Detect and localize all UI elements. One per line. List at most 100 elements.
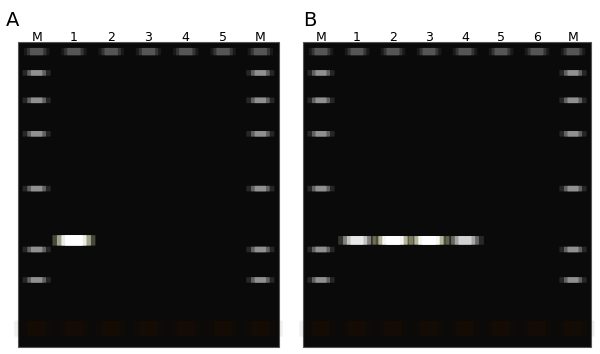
FancyBboxPatch shape — [102, 321, 120, 337]
FancyBboxPatch shape — [455, 48, 475, 55]
FancyBboxPatch shape — [568, 131, 578, 137]
FancyBboxPatch shape — [251, 321, 269, 337]
FancyBboxPatch shape — [568, 98, 578, 103]
Text: 2: 2 — [107, 31, 115, 44]
FancyBboxPatch shape — [312, 277, 330, 283]
FancyBboxPatch shape — [104, 48, 118, 55]
FancyBboxPatch shape — [316, 277, 326, 283]
FancyBboxPatch shape — [247, 98, 274, 103]
Text: 5: 5 — [219, 31, 227, 44]
FancyBboxPatch shape — [530, 48, 544, 55]
FancyBboxPatch shape — [179, 48, 193, 55]
FancyBboxPatch shape — [386, 48, 400, 55]
FancyBboxPatch shape — [247, 70, 274, 76]
FancyBboxPatch shape — [559, 321, 587, 337]
FancyBboxPatch shape — [307, 277, 335, 283]
FancyBboxPatch shape — [254, 186, 266, 192]
FancyBboxPatch shape — [382, 236, 404, 245]
FancyBboxPatch shape — [23, 247, 50, 252]
FancyBboxPatch shape — [247, 186, 274, 192]
Text: 1: 1 — [353, 31, 361, 44]
FancyBboxPatch shape — [254, 48, 267, 55]
FancyBboxPatch shape — [311, 48, 331, 55]
FancyBboxPatch shape — [251, 98, 269, 103]
FancyBboxPatch shape — [27, 48, 46, 55]
FancyBboxPatch shape — [446, 236, 484, 245]
FancyBboxPatch shape — [248, 48, 273, 55]
FancyBboxPatch shape — [566, 48, 580, 55]
FancyBboxPatch shape — [31, 277, 43, 283]
FancyBboxPatch shape — [492, 321, 510, 337]
FancyBboxPatch shape — [523, 321, 551, 337]
FancyBboxPatch shape — [307, 70, 335, 76]
FancyBboxPatch shape — [564, 247, 582, 252]
FancyBboxPatch shape — [23, 131, 50, 137]
FancyBboxPatch shape — [307, 321, 335, 337]
FancyBboxPatch shape — [491, 48, 511, 55]
FancyBboxPatch shape — [559, 277, 587, 283]
FancyBboxPatch shape — [59, 321, 89, 337]
FancyBboxPatch shape — [23, 98, 50, 103]
Text: M: M — [255, 31, 266, 44]
FancyBboxPatch shape — [312, 186, 330, 192]
FancyBboxPatch shape — [307, 247, 335, 252]
FancyBboxPatch shape — [170, 321, 201, 337]
FancyBboxPatch shape — [247, 131, 274, 137]
FancyBboxPatch shape — [316, 186, 326, 192]
FancyBboxPatch shape — [177, 321, 195, 337]
FancyBboxPatch shape — [251, 186, 269, 192]
FancyBboxPatch shape — [515, 321, 559, 337]
FancyBboxPatch shape — [163, 321, 208, 337]
FancyBboxPatch shape — [316, 247, 326, 252]
FancyBboxPatch shape — [422, 48, 436, 55]
FancyBboxPatch shape — [419, 48, 439, 55]
FancyBboxPatch shape — [568, 70, 578, 76]
FancyBboxPatch shape — [420, 321, 438, 337]
FancyBboxPatch shape — [251, 70, 269, 76]
FancyBboxPatch shape — [57, 235, 91, 246]
FancyBboxPatch shape — [407, 321, 451, 337]
FancyBboxPatch shape — [28, 70, 46, 76]
FancyBboxPatch shape — [23, 186, 50, 192]
Bar — [303, 42, 591, 347]
FancyBboxPatch shape — [312, 321, 330, 337]
FancyBboxPatch shape — [245, 321, 275, 337]
Text: 3: 3 — [145, 31, 152, 44]
FancyBboxPatch shape — [52, 321, 97, 337]
FancyBboxPatch shape — [23, 70, 50, 76]
FancyBboxPatch shape — [238, 321, 283, 337]
FancyBboxPatch shape — [31, 131, 43, 137]
FancyBboxPatch shape — [24, 48, 49, 55]
FancyBboxPatch shape — [350, 48, 364, 55]
FancyBboxPatch shape — [254, 98, 266, 103]
FancyBboxPatch shape — [142, 48, 155, 55]
Text: B: B — [303, 11, 316, 30]
FancyBboxPatch shape — [251, 48, 270, 55]
FancyBboxPatch shape — [254, 247, 266, 252]
FancyBboxPatch shape — [254, 131, 266, 137]
FancyBboxPatch shape — [348, 321, 366, 337]
FancyBboxPatch shape — [384, 321, 402, 337]
FancyBboxPatch shape — [307, 131, 335, 137]
FancyBboxPatch shape — [379, 321, 407, 337]
FancyBboxPatch shape — [347, 48, 367, 55]
FancyBboxPatch shape — [31, 247, 43, 252]
FancyBboxPatch shape — [564, 70, 582, 76]
FancyBboxPatch shape — [381, 48, 406, 55]
FancyBboxPatch shape — [458, 48, 472, 55]
FancyBboxPatch shape — [312, 70, 330, 76]
FancyBboxPatch shape — [67, 48, 80, 55]
FancyBboxPatch shape — [418, 236, 440, 245]
FancyBboxPatch shape — [455, 236, 475, 245]
FancyBboxPatch shape — [559, 98, 587, 103]
FancyBboxPatch shape — [344, 48, 370, 55]
FancyBboxPatch shape — [564, 98, 582, 103]
Text: A: A — [6, 11, 19, 30]
FancyBboxPatch shape — [564, 131, 582, 137]
FancyBboxPatch shape — [488, 48, 514, 55]
FancyBboxPatch shape — [561, 48, 586, 55]
FancyBboxPatch shape — [96, 321, 127, 337]
FancyBboxPatch shape — [456, 321, 474, 337]
FancyBboxPatch shape — [299, 321, 343, 337]
FancyBboxPatch shape — [422, 236, 436, 245]
